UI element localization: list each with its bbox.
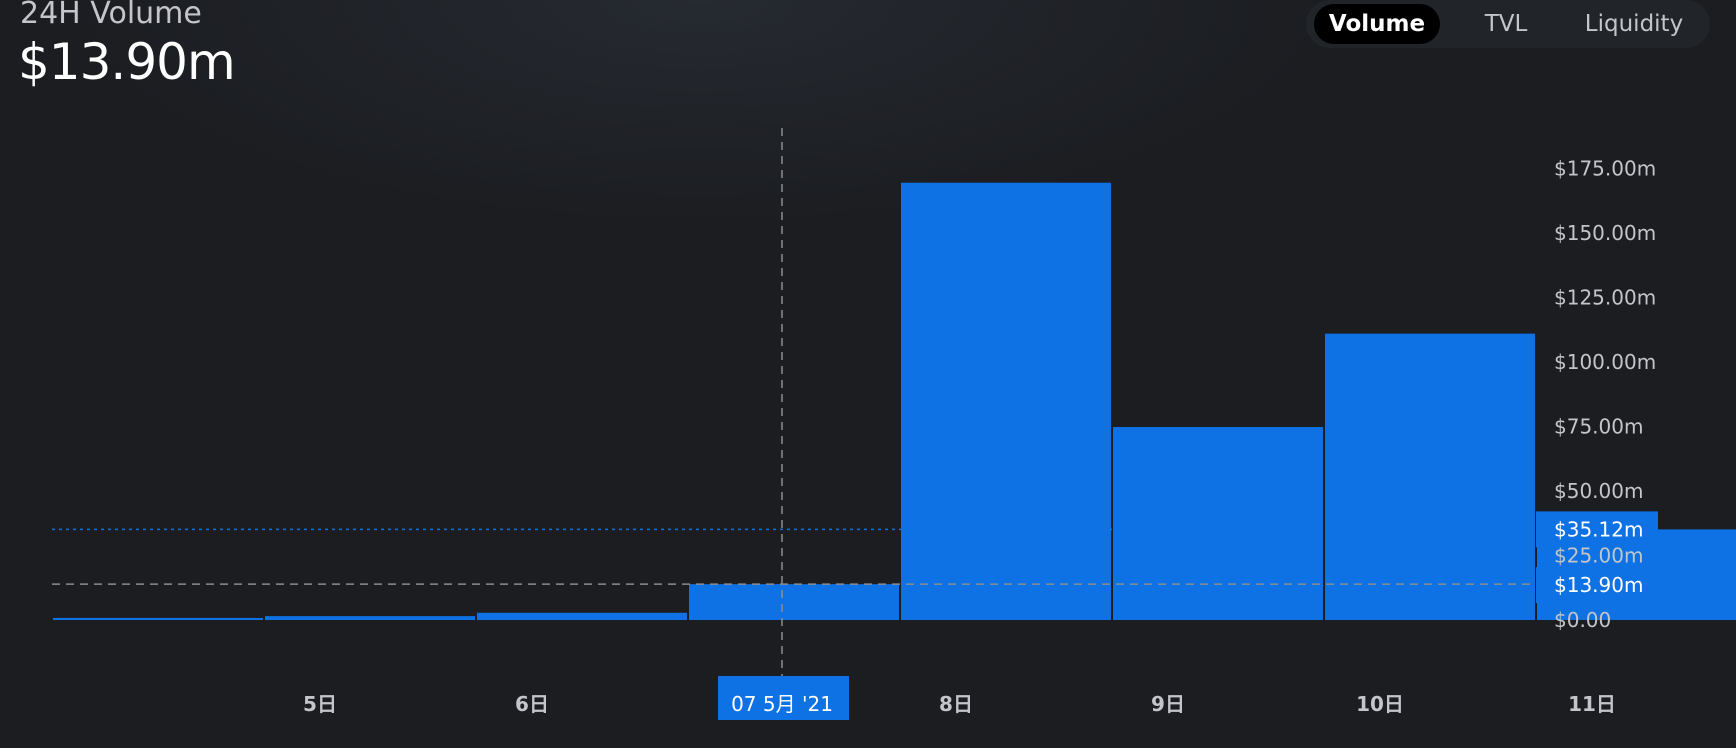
- chart-type-tabs: Volume TVL Liquidity: [1306, 0, 1710, 48]
- bar-10日: [1325, 333, 1535, 620]
- y-tick-label: $75.00m: [1554, 415, 1643, 439]
- volume-label: 24H Volume: [20, 0, 202, 31]
- x-tick-label: 5日: [303, 692, 337, 716]
- bar-6日: [477, 612, 687, 620]
- y-tick-label: $0.00: [1554, 608, 1611, 632]
- volume-value: $13.90m: [18, 33, 236, 91]
- crosshair-value-tag-label: $13.90m: [1554, 573, 1643, 597]
- bar-5日: [265, 616, 475, 620]
- x-tick-label: 9日: [1151, 692, 1185, 716]
- bar-9日: [1113, 427, 1323, 620]
- bar-4日: [53, 617, 263, 620]
- crosshair-value-tag: [1536, 567, 1660, 604]
- bar-7日: [689, 584, 899, 620]
- last-value-tag: [1536, 511, 1658, 548]
- x-tick-label: 8日: [939, 692, 973, 716]
- y-tick-label: $125.00m: [1554, 286, 1656, 310]
- tab-liquidity[interactable]: Liquidity: [1584, 11, 1684, 37]
- x-tick-label: 11日: [1568, 692, 1616, 716]
- crosshair-date-tag-label: 07 5月 '21: [731, 692, 833, 716]
- crosshair-date-tag: [718, 676, 849, 720]
- tab-tvl[interactable]: TVL: [1484, 11, 1528, 37]
- x-tick-label: 6日: [515, 692, 549, 716]
- y-tick-label: $100.00m: [1554, 350, 1656, 374]
- y-tick-label: $175.00m: [1554, 157, 1656, 181]
- x-tick-label: 10日: [1356, 692, 1404, 716]
- last-value-tag-label: $35.12m: [1554, 517, 1643, 541]
- tab-volume[interactable]: Volume: [1314, 4, 1440, 44]
- y-tick-label: $25.00m: [1554, 544, 1643, 568]
- y-tick-label: $150.00m: [1554, 221, 1656, 245]
- bar-8日: [901, 182, 1111, 620]
- y-tick-label: $50.00m: [1554, 479, 1643, 503]
